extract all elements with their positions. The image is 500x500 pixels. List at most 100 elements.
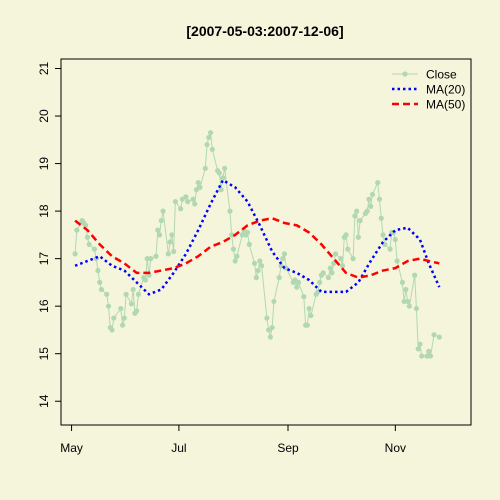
- data-point-close: [354, 208, 360, 214]
- data-point-close: [257, 258, 263, 264]
- data-point-close: [357, 218, 363, 224]
- series-line-ma-50: [74, 216, 440, 279]
- data-point-close: [119, 322, 126, 328]
- data-point-close: [295, 279, 302, 285]
- data-point-close: [109, 327, 115, 333]
- y-tick-label: 16: [37, 299, 51, 313]
- data-point-close: [317, 279, 323, 285]
- data-point-close: [426, 348, 432, 354]
- legend-label-ma-50: MA(50): [426, 98, 465, 112]
- data-point-close: [366, 196, 372, 202]
- legend-marker-close: [402, 71, 408, 77]
- data-point-close: [74, 227, 80, 233]
- data-point-close: [222, 165, 228, 171]
- data-point-close: [271, 298, 277, 305]
- data-point-close: [352, 213, 358, 219]
- data-point-close: [325, 275, 332, 281]
- data-point-close: [192, 201, 198, 207]
- data-point-close: [202, 165, 208, 171]
- data-point-close: [104, 291, 110, 297]
- data-point-close: [148, 256, 154, 262]
- y-tick-label: 20: [37, 109, 51, 123]
- data-point-close: [227, 208, 233, 214]
- data-point-close: [171, 248, 177, 255]
- data-point-close: [364, 208, 370, 214]
- data-point-close: [380, 232, 386, 238]
- axes: May Jul Sep Nov 14 15 16 17 18 19 20 21: [37, 62, 406, 455]
- data-point-close: [195, 179, 201, 186]
- data-point-close: [406, 303, 413, 309]
- data-point-close: [280, 256, 286, 262]
- data-point-close: [392, 237, 398, 243]
- data-point-close: [417, 341, 423, 347]
- data-point-close: [259, 263, 265, 269]
- y-tick-label: 17: [37, 252, 51, 266]
- data-point-close: [281, 251, 288, 257]
- data-point-close: [350, 256, 356, 262]
- data-point-close: [332, 251, 339, 257]
- data-point-close: [308, 313, 314, 319]
- data-point-close: [301, 294, 307, 300]
- data-point-close: [431, 332, 437, 338]
- data-point-close: [378, 215, 384, 221]
- data-point-close: [128, 301, 134, 307]
- data-point-close: [294, 284, 300, 290]
- data-point-close: [134, 308, 140, 314]
- data-point-close: [135, 291, 142, 297]
- x-tick-label: May: [60, 441, 83, 455]
- data-point-close: [329, 270, 335, 276]
- series-layer: [72, 130, 442, 359]
- data-point-close: [220, 175, 226, 181]
- data-point-close: [339, 263, 346, 269]
- data-point-close: [415, 346, 421, 352]
- legend-label-ma-20: MA(20): [426, 83, 465, 97]
- data-point-close: [338, 256, 344, 262]
- data-point-close: [436, 334, 442, 340]
- data-point-close: [419, 353, 425, 359]
- data-point-close: [394, 258, 400, 264]
- data-point-close: [345, 246, 351, 252]
- data-point-close: [355, 234, 361, 240]
- data-point-close: [369, 191, 376, 198]
- data-point-close: [98, 286, 105, 293]
- data-point-close: [178, 206, 184, 212]
- data-point-close: [403, 286, 409, 293]
- data-point-close: [276, 275, 282, 281]
- data-point-close: [209, 146, 215, 152]
- x-tick-label: Jul: [171, 441, 186, 455]
- data-point-close: [172, 199, 178, 205]
- data-point-close: [375, 179, 381, 186]
- data-point-close: [204, 141, 210, 148]
- data-point-close: [185, 199, 191, 205]
- data-point-close: [91, 246, 98, 252]
- data-point-close: [232, 258, 238, 264]
- chart-title: [2007-05-03:2007-12-06]: [186, 23, 343, 39]
- data-point-close: [343, 232, 349, 238]
- data-point-close: [123, 291, 129, 297]
- data-point-close: [121, 315, 127, 321]
- data-point-close: [95, 267, 101, 274]
- data-point-close: [197, 184, 203, 190]
- data-point-close: [72, 251, 78, 257]
- legend-label-close: Close: [426, 68, 457, 82]
- x-tick-label: Nov: [385, 441, 406, 455]
- data-point-close: [190, 196, 196, 202]
- data-point-close: [399, 279, 405, 285]
- data-point-close: [206, 134, 212, 141]
- data-point-close: [267, 334, 273, 340]
- data-point-close: [427, 353, 434, 359]
- data-point-close: [234, 253, 240, 259]
- data-point-close: [118, 305, 124, 312]
- y-tick-label: 14: [37, 394, 51, 408]
- data-point-close: [368, 203, 374, 209]
- data-point-close: [160, 208, 166, 214]
- data-point-close: [413, 305, 420, 312]
- data-point-close: [111, 315, 117, 321]
- x-tick-label: Sep: [277, 441, 299, 455]
- data-point-close: [207, 130, 214, 136]
- data-point-close: [105, 303, 112, 309]
- data-point-close: [320, 270, 326, 276]
- data-point-close: [306, 305, 312, 312]
